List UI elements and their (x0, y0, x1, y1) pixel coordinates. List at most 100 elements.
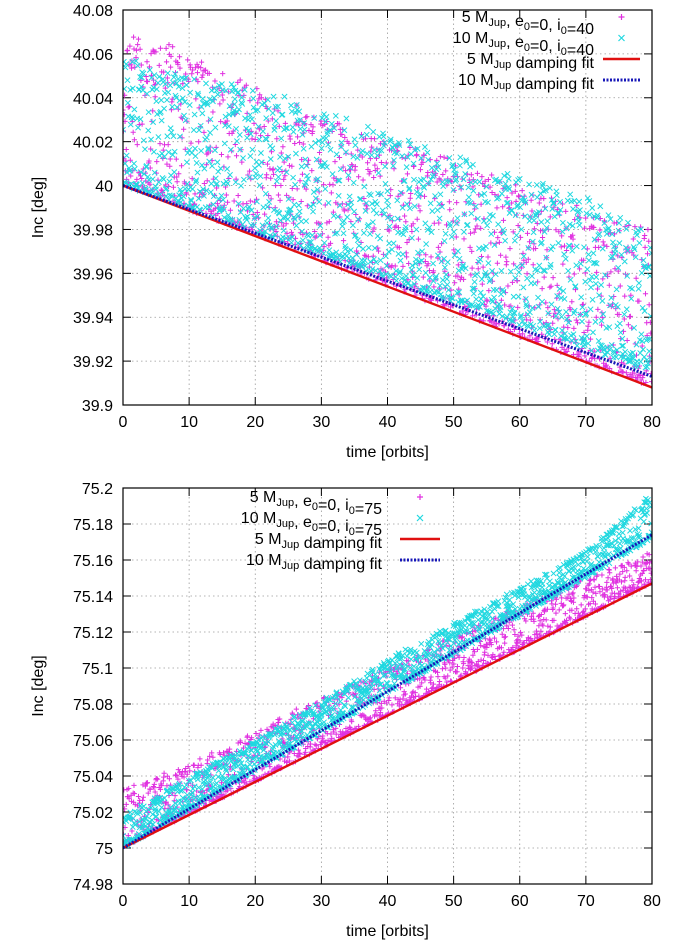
plus-marker (579, 602, 584, 607)
plus-marker (131, 130, 136, 135)
cross-marker (221, 197, 226, 202)
cross-marker (146, 110, 151, 115)
y-tick-label: 75.06 (73, 733, 113, 750)
plus-marker (440, 666, 445, 671)
cross-marker (539, 219, 544, 224)
plus-marker (265, 162, 270, 167)
cross-marker (600, 298, 605, 303)
cross-marker (196, 128, 201, 133)
cross-marker (274, 179, 279, 184)
cross-marker (449, 234, 454, 239)
plus-marker (555, 283, 560, 288)
y-tick-label: 74.98 (73, 877, 113, 894)
x-tick-label: 10 (180, 893, 198, 910)
plus-marker (436, 245, 441, 250)
cross-marker (419, 249, 424, 254)
plus-marker (553, 611, 558, 616)
plus-marker (418, 167, 423, 172)
plus-marker (224, 192, 229, 197)
cross-marker (138, 117, 143, 122)
cross-marker (411, 177, 416, 182)
cross-marker (370, 220, 375, 225)
plus-marker (402, 213, 407, 218)
cross-marker (622, 259, 627, 264)
cross-marker (240, 155, 245, 160)
plus-marker (268, 176, 273, 181)
y-tick-label: 75 (95, 841, 113, 858)
cross-marker (461, 229, 466, 234)
cross-marker (151, 149, 156, 154)
plus-marker (371, 175, 376, 180)
cross-marker (222, 141, 227, 146)
plus-marker (575, 320, 580, 325)
plus-marker (161, 771, 166, 776)
cross-marker (238, 183, 243, 188)
plus-marker (415, 217, 420, 222)
plus-marker (634, 276, 639, 281)
cross-marker (509, 208, 514, 213)
cross-marker (618, 215, 623, 220)
plus-marker (510, 280, 515, 285)
plus-marker (551, 275, 556, 280)
cross-marker (531, 230, 536, 235)
cross-marker (161, 106, 166, 111)
cross-marker (586, 252, 591, 257)
plus-marker (221, 97, 226, 102)
cross-marker (489, 231, 494, 236)
plus-marker (563, 611, 568, 616)
cross-marker (227, 172, 232, 177)
cross-marker (562, 252, 567, 257)
x-tick-label: 40 (379, 893, 397, 910)
cross-marker (493, 306, 498, 311)
plus-marker (258, 728, 263, 733)
cross-marker (250, 88, 255, 93)
plus-marker (195, 70, 200, 75)
plus-marker (373, 708, 378, 713)
cross-marker (639, 332, 644, 337)
cross-marker (365, 124, 370, 129)
x-axis-label: time [orbits] (346, 444, 429, 461)
plus-marker (531, 262, 536, 267)
plus-marker (479, 174, 484, 179)
cross-marker (577, 222, 582, 227)
plus-marker (481, 265, 486, 270)
plus-marker (507, 246, 512, 251)
plus-marker (404, 254, 409, 259)
plus-marker (647, 302, 652, 307)
plus-marker (510, 622, 515, 627)
x-tick-label: 30 (312, 893, 330, 910)
cross-marker (458, 155, 463, 160)
cross-marker (234, 139, 239, 144)
cross-marker (264, 116, 269, 121)
cross-marker (317, 199, 322, 204)
cross-marker (474, 297, 479, 302)
cross-marker (192, 146, 197, 151)
plus-marker (494, 205, 499, 210)
plus-marker (472, 230, 477, 235)
x-tick-label: 20 (246, 893, 264, 910)
cross-marker (472, 279, 477, 284)
plus-marker (236, 193, 241, 198)
plus-marker (135, 42, 140, 47)
cross-marker (288, 103, 293, 108)
cross-marker (188, 90, 193, 95)
plus-marker (443, 168, 448, 173)
cross-marker (345, 214, 350, 219)
cross-marker (141, 138, 146, 143)
plus-marker (273, 183, 278, 188)
plus-marker (548, 624, 553, 629)
cross-marker (159, 118, 164, 123)
cross-marker (527, 182, 532, 187)
cross-marker (266, 215, 271, 220)
cross-marker (590, 330, 595, 335)
plus-marker (636, 298, 641, 303)
plus-marker (289, 230, 294, 235)
cross-marker (386, 203, 391, 208)
plus-marker (234, 153, 239, 158)
cross-marker (209, 88, 214, 93)
cross-marker (389, 247, 394, 252)
plus-marker (235, 80, 240, 85)
cross-marker (304, 163, 309, 168)
y-tick-label: 75.02 (73, 805, 113, 822)
